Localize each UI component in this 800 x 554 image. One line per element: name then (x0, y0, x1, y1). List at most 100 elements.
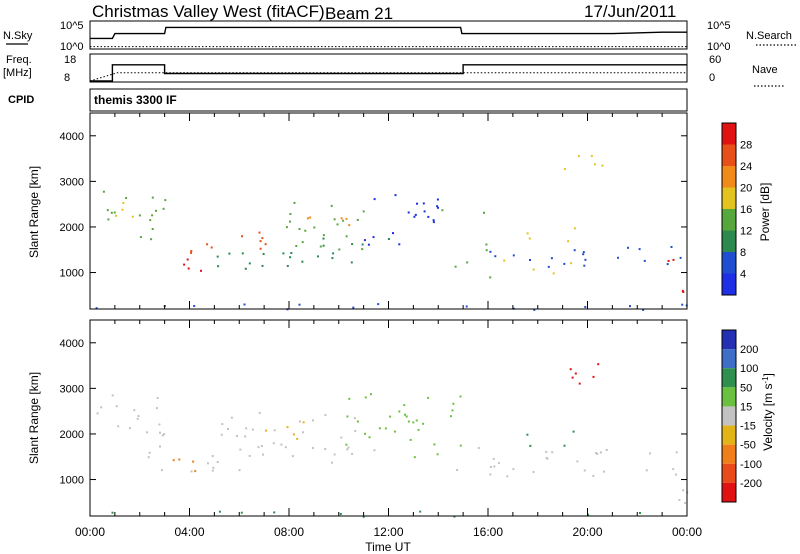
scatter-cell (466, 261, 469, 264)
scatter-cell (485, 243, 488, 246)
scatter-cell (147, 456, 150, 459)
scatter-cell (489, 276, 492, 279)
velocity-ylabel: Slant Range [km] (27, 372, 41, 464)
scatter-cell (298, 303, 301, 306)
y-tick-label: 1000 (60, 268, 84, 280)
scatter-cell (570, 262, 573, 265)
scatter-cell (573, 227, 576, 230)
scatter-cell (161, 434, 164, 437)
scatter-cell (489, 466, 492, 468)
colorbar-tick-label: 12 (740, 226, 752, 238)
scatter-cell (393, 430, 396, 433)
scatter-cell (96, 412, 99, 415)
scatter-cell (211, 455, 214, 457)
scatter-cell (563, 444, 566, 447)
scatter-cell (682, 489, 685, 492)
scatter-cell (629, 305, 631, 308)
scatter-cell (155, 407, 158, 410)
scatter-cell (190, 250, 193, 252)
scatter-cell (670, 246, 673, 248)
scatter-cell (258, 411, 261, 414)
scatter-cell (312, 419, 314, 422)
scatter-cell (284, 446, 287, 449)
scatter-cell (639, 512, 641, 514)
scatter-cell (387, 238, 390, 240)
time-x-axis: 00:00 04:00 08:00 12:00 16:00 20:00 00:00 (75, 525, 702, 539)
scatter-cell (454, 265, 457, 268)
velocity-frame (89, 319, 688, 517)
scatter-cell (273, 511, 276, 514)
colorbar-tick-label: 200 (740, 344, 758, 356)
nave-tick-top: 60 (709, 54, 721, 66)
y-tick-label: 2000 (60, 429, 84, 441)
scatter-cell (638, 248, 641, 251)
freq-frame (89, 53, 688, 83)
colorbar-swatch (722, 187, 736, 209)
scatter-cell (117, 425, 120, 428)
y-tick-label: 3000 (60, 176, 84, 188)
colorbar-tick-label: -15 (740, 421, 756, 433)
scatter-cell (115, 405, 118, 408)
scatter-cell (187, 267, 190, 270)
x-tick-label: 08:00 (274, 525, 304, 539)
scatter-cell (403, 404, 406, 407)
nsky-series-line (90, 26, 687, 40)
scatter-cell (186, 258, 189, 261)
colorbar-swatch (722, 463, 736, 483)
scatter-cell (412, 421, 415, 424)
scatter-cell (262, 453, 264, 456)
scatter-cell (552, 272, 555, 275)
scatter-cell (280, 443, 283, 446)
y-tick-label: 1000 (60, 475, 84, 487)
scatter-cell (282, 252, 285, 255)
scatter-cell (572, 430, 575, 433)
scatter-cell (251, 428, 254, 431)
scatter-cell (206, 243, 209, 246)
scatter-cell (417, 428, 420, 431)
freq-tick-bottom: 8 (64, 72, 70, 84)
date-title: 17/Jun/2011 (584, 2, 676, 21)
scatter-cell (348, 224, 351, 227)
scatter-cell (216, 255, 219, 258)
scatter-cell (587, 513, 590, 516)
scatter-cell (370, 393, 372, 396)
scatter-cell (304, 229, 307, 232)
scatter-cell (285, 226, 288, 229)
scatter-cell (577, 155, 580, 158)
colorbar-swatch (722, 209, 736, 231)
scatter-cell (672, 258, 675, 261)
colorbar-tick-label: -100 (740, 459, 762, 471)
colorbar-frame (721, 122, 737, 296)
scatter-cell (452, 402, 455, 405)
scatter-cell (532, 471, 535, 473)
scatter-cell (317, 255, 319, 258)
scatter-cell (422, 202, 425, 205)
nsky-tick-bottom: 10^0 (60, 41, 84, 53)
x-tick-label: 00:00 (672, 525, 702, 539)
scatter-cell (582, 251, 585, 254)
scatter-cell (150, 238, 153, 241)
nsearch-tick-bottom: 10^0 (707, 41, 731, 53)
scatter-cell (340, 436, 343, 439)
scatter-cell (512, 254, 515, 257)
scatter-cell (465, 305, 468, 308)
scatter-cell (216, 461, 219, 463)
scatter-cell (289, 213, 292, 215)
scatter-cell (584, 258, 587, 261)
x-tick-label: 12:00 (373, 525, 403, 539)
x-tick-label: 20:00 (572, 525, 602, 539)
scatter-cell (324, 414, 327, 417)
scatter-cell (312, 447, 314, 449)
scatter-cell (682, 291, 685, 293)
scatter-cell (241, 252, 244, 255)
colorbar-swatch (722, 482, 736, 502)
scatter-cell (551, 451, 554, 454)
colorbar-swatch (722, 230, 736, 252)
scatter-cell (432, 221, 435, 224)
x-tick-label: 16:00 (473, 525, 503, 539)
scatter-cell (373, 449, 376, 452)
scatter-cell (289, 220, 291, 223)
scatter-cell (433, 443, 436, 446)
scatter-cell (212, 466, 215, 469)
scatter-cell (148, 451, 151, 454)
